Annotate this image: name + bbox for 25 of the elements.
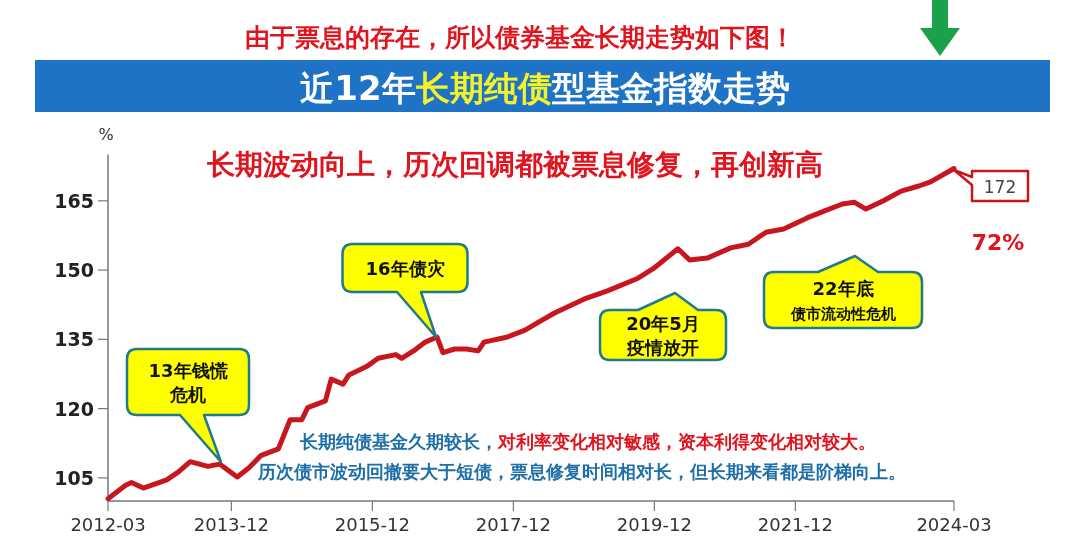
text: 172 (983, 177, 1017, 197)
x-tick-label: 2012-03 (70, 514, 146, 535)
x-tick-label: 2019-12 (616, 514, 692, 535)
annotation: 22年底债市流动性危机 (789, 278, 896, 323)
x-tick-label: 2017-12 (475, 514, 551, 535)
y-axis-title: % (98, 125, 114, 144)
annotation: 对利率变化相对敏感，资本利得变化相对较大。 (497, 431, 876, 452)
annotation: 长期波动向上，历次回调都被票息修复，再创新高 (206, 148, 823, 181)
y-tick-label: 165 (54, 189, 94, 212)
text: 72% (971, 230, 1025, 255)
x-tick-label: 2015-12 (334, 514, 410, 535)
x-tick-label: 2013-12 (193, 514, 269, 535)
chart-title: 近12年长期纯债型基金指数走势 (300, 68, 790, 108)
x-tick-label: 2024-03 (916, 514, 992, 535)
x-tick-label: 2021-12 (757, 514, 833, 535)
annotation: 历次债市波动回撤要大于短债，票息修复时间相对长，但长期来看都是阶梯向上。 (257, 461, 906, 482)
annotation: 长期纯债基金久期较长， (299, 431, 498, 452)
annotation: 20年5月疫情放开 (626, 313, 700, 358)
y-tick-label: 135 (54, 328, 94, 351)
annotation: 16年债灾 (365, 258, 445, 279)
y-tick-label: 120 (54, 397, 94, 420)
chart-subtitle: 由于票息的存在，所以债券基金长期走势如下图！ (245, 23, 795, 52)
y-tick-label: 105 (54, 466, 94, 489)
annotation: 13年钱慌危机 (148, 360, 228, 405)
y-tick-label: 150 (54, 259, 94, 282)
